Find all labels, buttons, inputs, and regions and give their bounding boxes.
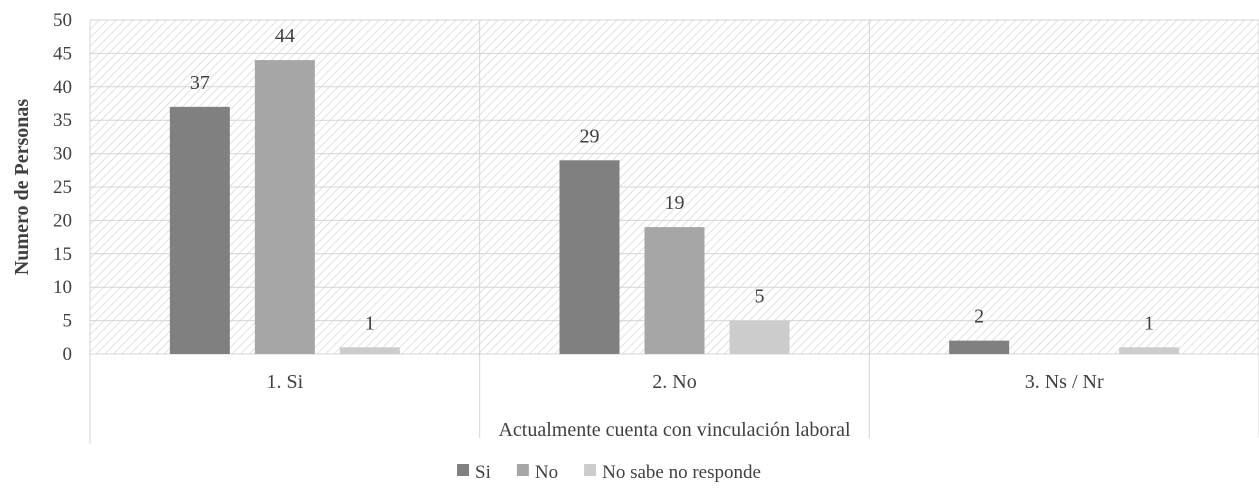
bar <box>559 160 620 354</box>
x-tick-label: 2. No <box>652 371 696 393</box>
data-label: 2 <box>974 306 984 328</box>
legend-label: No <box>535 462 558 483</box>
y-tick-label: 50 <box>53 10 72 31</box>
y-tick-label: 45 <box>53 43 72 64</box>
y-tick-label: 35 <box>53 110 72 131</box>
data-label: 37 <box>190 72 210 94</box>
y-tick-label: 0 <box>63 344 73 365</box>
data-label: 44 <box>275 25 295 47</box>
data-label: 1 <box>1144 312 1154 334</box>
y-tick-label: 20 <box>53 210 72 231</box>
x-axis-categories: 1. Si 2. No 3. Ns / Nr <box>266 371 1103 393</box>
bar <box>169 106 230 354</box>
x-tick-label: 3. Ns / Nr <box>1025 371 1104 393</box>
data-label: 19 <box>665 192 685 214</box>
bars <box>169 60 1180 355</box>
legend-swatch <box>584 464 597 476</box>
y-tick-label: 25 <box>53 177 72 198</box>
data-labels: 37 44 1 29 19 5 2 1 <box>190 25 1154 334</box>
bar <box>644 227 705 354</box>
x-tick-label: 1. Si <box>266 371 303 393</box>
y-tick-label: 5 <box>63 311 73 332</box>
bar <box>729 320 790 354</box>
y-tick-label: 15 <box>53 244 72 265</box>
bar <box>1119 347 1180 354</box>
y-tick-label: 30 <box>53 144 72 165</box>
bar <box>254 60 315 355</box>
x-axis-title: Actualmente cuenta con vinculación labor… <box>498 419 851 441</box>
y-tick-label: 10 <box>53 277 72 298</box>
y-axis-title: Numero de Personas <box>11 99 33 275</box>
data-label: 1 <box>365 312 375 334</box>
legend-swatch <box>457 464 469 476</box>
y-tick-label: 40 <box>53 77 72 98</box>
data-label: 29 <box>580 125 600 147</box>
legend-label: No sabe no responde <box>602 462 761 483</box>
bar <box>949 340 1010 354</box>
legend-swatch <box>516 464 529 476</box>
y-axis-ticks: 0 5 10 15 20 25 30 35 40 45 50 <box>53 10 72 365</box>
legend-label: Si <box>475 462 491 483</box>
bar <box>339 347 400 354</box>
data-label: 5 <box>755 286 765 308</box>
legend: Si No No sabe no responde <box>457 462 761 483</box>
